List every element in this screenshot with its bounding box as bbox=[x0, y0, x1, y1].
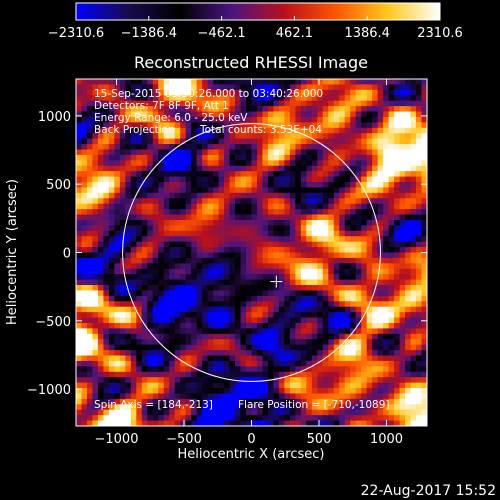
annotation-time-range: 15-Sep-2015 03:30:26.000 to 03:40:26.000 bbox=[94, 88, 323, 100]
x-tick-label: −1000 bbox=[95, 432, 139, 447]
footer-timestamp: 22-Aug-2017 15:52 bbox=[361, 483, 496, 499]
colorbar-ticks: −2310.6 −1386.4 −462.1 462.1 1386.4 2310.6 bbox=[48, 16, 463, 41]
colorbar-tick-label: −2310.6 bbox=[48, 26, 104, 41]
annotation-method: Back Projection bbox=[94, 124, 175, 136]
colorbar-gradient bbox=[75, 2, 441, 21]
plot-area: −1000 −500 0 500 1000 −1000 −500 0 500 1000 15-S… bbox=[27, 78, 428, 447]
annotation-spin-axis: Spin Axis = [184,-213] bbox=[94, 399, 213, 411]
x-axis-ticks: −1000 −500 0 500 1000 bbox=[95, 79, 403, 447]
annotation-detectors: Detectors: 7F 8F 9F, Att 1 bbox=[94, 100, 229, 112]
annotation-flare-position: Flare Position = [-710,-1089] bbox=[238, 399, 390, 411]
colorbar-tick-label: −462.1 bbox=[198, 26, 246, 41]
annotation-energy-range: Energy Range: 6.0 - 25.0 keV bbox=[94, 112, 248, 124]
colorbar: −2310.6 −1386.4 −462.1 462.1 1386.4 2310.6 bbox=[48, 2, 463, 41]
colorbar-tick-label: 1386.4 bbox=[344, 26, 390, 41]
y-tick-label: 0 bbox=[63, 247, 71, 262]
colorbar-tick-label: 2310.6 bbox=[417, 26, 463, 41]
y-tick-label: 1000 bbox=[38, 110, 71, 125]
annotation-block: 15-Sep-2015 03:30:26.000 to 03:40:26.000… bbox=[94, 88, 390, 411]
x-tick-label: 0 bbox=[247, 432, 255, 447]
y-tick-label: −1000 bbox=[27, 383, 71, 398]
x-tick-label: 500 bbox=[307, 432, 332, 447]
solar-disk-outline bbox=[122, 123, 381, 382]
annotation-total-counts: Total counts: 3.53E+04 bbox=[199, 124, 322, 136]
y-axis-ticks: −1000 −500 0 500 1000 bbox=[27, 110, 427, 398]
x-axis-title: Heliocentric X (arcsec) bbox=[178, 447, 325, 462]
colorbar-tick-label: −1386.4 bbox=[121, 26, 177, 41]
x-tick-label: −500 bbox=[166, 432, 202, 447]
y-axis-title: Heliocentric Y (arcsec) bbox=[5, 179, 20, 325]
crosshair-marker bbox=[270, 275, 283, 288]
y-tick-label: 500 bbox=[46, 178, 71, 193]
x-tick-label: 1000 bbox=[370, 432, 403, 447]
colorbar-tick-label: 462.1 bbox=[276, 26, 313, 41]
y-tick-label: −500 bbox=[35, 315, 71, 330]
heatmap-image bbox=[76, 79, 427, 426]
chart-title: Reconstructed RHESSI Image bbox=[134, 53, 368, 72]
